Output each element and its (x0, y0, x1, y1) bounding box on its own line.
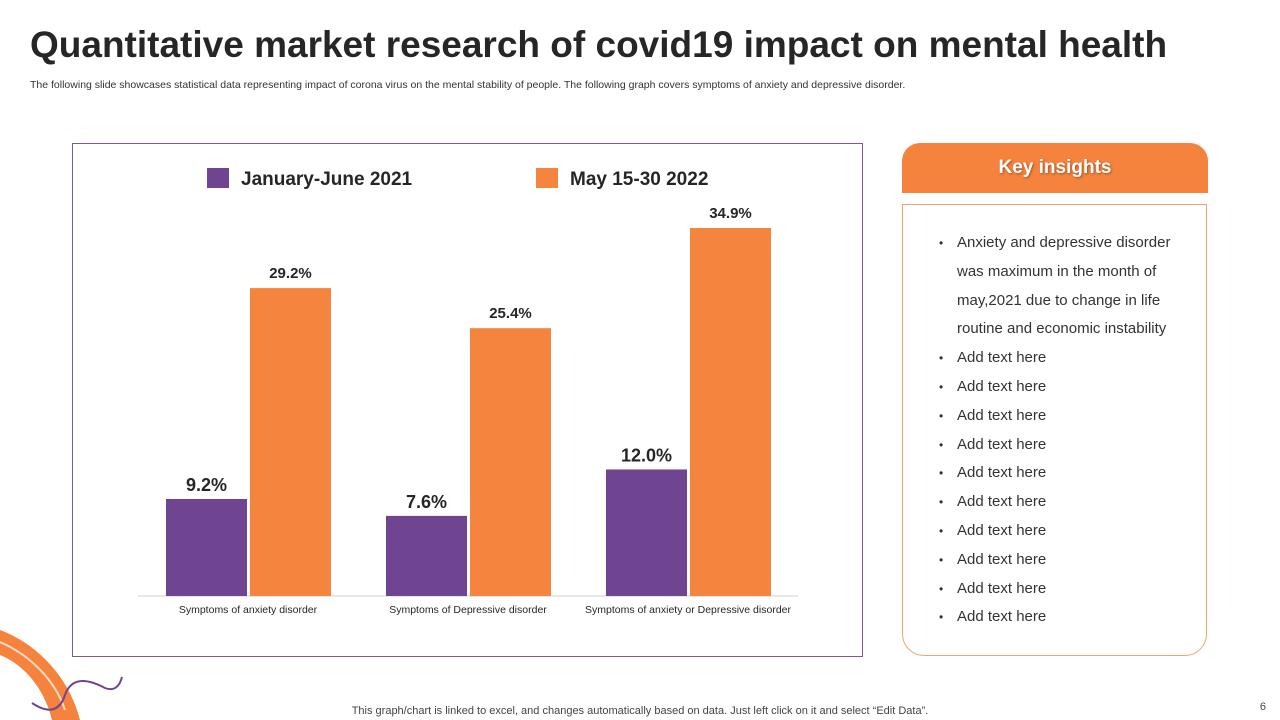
data-label: 34.9% (709, 205, 752, 222)
insight-item: Add text here (939, 546, 1186, 575)
insight-item: Add text here (939, 488, 1186, 517)
insight-item: Add text here (939, 517, 1186, 546)
footer-note: This graph/chart is linked to excel, and… (351, 705, 929, 717)
insight-item: Add text here (939, 402, 1186, 431)
data-label: 7.6% (406, 492, 447, 512)
legend-label: May 15-30 2022 (570, 169, 708, 190)
insight-item: Add text here (939, 431, 1186, 460)
category-label: Symptoms of anxiety disorder (179, 604, 318, 616)
bar (470, 328, 551, 596)
insights-list: Anxiety and depressive disorder was maxi… (903, 205, 1206, 632)
category-label: Symptoms of Depressive disorder (389, 604, 547, 616)
legend-swatch (207, 168, 229, 188)
data-label: 9.2% (186, 475, 227, 495)
bar (606, 469, 687, 596)
data-label: 12.0% (621, 445, 672, 465)
insight-item: Add text here (939, 575, 1186, 604)
page-number: 6 (1259, 701, 1266, 713)
bar (386, 515, 467, 596)
bar (250, 288, 331, 596)
insight-item: Add text here (939, 373, 1186, 402)
decorative-brush-icon (0, 630, 123, 720)
key-insights-header: Key insights (902, 143, 1208, 193)
page-subtitle: The following slide showcases statistica… (30, 79, 906, 91)
legend-label: January-June 2021 (241, 169, 413, 190)
key-insights-panel: Anxiety and depressive disorder was maxi… (902, 204, 1207, 656)
insight-item: Add text here (939, 603, 1186, 632)
data-label: 25.4% (489, 305, 532, 322)
bar-chart[interactable]: January-June 2021 May 15-30 2022 9.2% 29.2%… (72, 143, 863, 657)
insight-item: Add text here (939, 459, 1186, 488)
insight-item: Anxiety and depressive disorder was maxi… (939, 229, 1186, 344)
data-label: 29.2% (269, 265, 312, 282)
page-title: Quantitative market research of covid19 … (30, 24, 1168, 65)
bar (166, 498, 247, 596)
category-label: Symptoms of anxiety or Depressive disord… (585, 604, 791, 616)
bar (690, 228, 771, 596)
legend-swatch (536, 168, 558, 188)
chart-svg: January-June 2021 May 15-30 2022 9.2% 29.2%… (138, 168, 798, 616)
insight-item: Add text here (939, 344, 1186, 373)
